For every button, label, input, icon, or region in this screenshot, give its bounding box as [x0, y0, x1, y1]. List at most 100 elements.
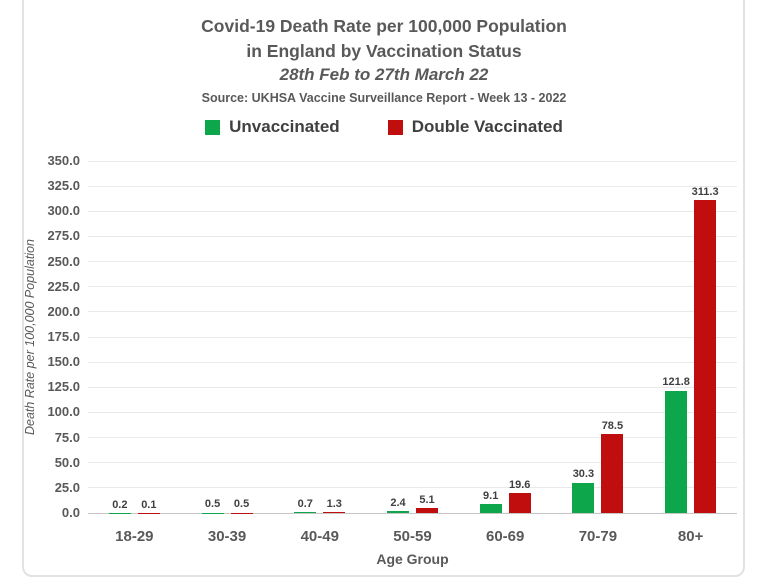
bar-double-vaccinated	[230, 512, 253, 513]
category-slot: 121.8 311.3	[644, 161, 737, 513]
gridline	[88, 462, 737, 464]
y-tick-label: 0.0	[61, 505, 80, 520]
gridline	[88, 386, 737, 388]
chart-subtitle: 28th Feb to 27th March 22	[279, 65, 489, 84]
bar-group: 0.7	[294, 161, 317, 513]
category-slot: 0.7 1.3	[273, 161, 366, 513]
bar-group: 5.1	[415, 161, 438, 513]
bar-group: 9.1	[479, 161, 502, 513]
gridline	[88, 411, 737, 413]
legend-item-double-vaccinated: Double Vaccinated	[387, 117, 563, 137]
bar-data-label: 19.6	[508, 479, 531, 492]
bar-group: 1.3	[323, 161, 346, 513]
x-axis-title: Age Group	[376, 551, 449, 567]
bar-data-label: 0.1	[141, 498, 157, 511]
bar-data-label: 9.1	[483, 489, 499, 502]
legend-label-unvaccinated: Unvaccinated	[229, 117, 340, 136]
y-tick-label: 200.0	[47, 303, 80, 319]
gridline	[88, 336, 737, 338]
bar-data-label: 0.5	[233, 498, 250, 511]
bar-data-label: 0.7	[297, 498, 313, 511]
gridline	[88, 361, 737, 363]
bar-unvaccinated	[665, 390, 688, 513]
bar-double-vaccinated	[694, 199, 717, 513]
y-tick-label: 100.0	[47, 404, 80, 420]
bar-data-label: 1.3	[326, 497, 342, 510]
chart-title-line2: in England by Vaccination Status	[246, 41, 522, 61]
gridline	[88, 437, 737, 439]
bar-data-label: 0.5	[204, 498, 221, 511]
x-axis-line	[88, 512, 737, 514]
y-tick-label: 350.0	[47, 153, 80, 168]
x-axis-label: 40-49	[300, 528, 339, 545]
x-axis-label: 18-29	[115, 528, 154, 545]
bar-group: 121.8	[662, 161, 690, 513]
bar-unvaccinated	[294, 512, 317, 513]
bar-group: 78.5	[601, 161, 624, 513]
y-tick-label: 125.0	[47, 379, 80, 395]
legend-label-double-vaccinated: Double Vaccinated	[411, 117, 563, 136]
category-slot: 0.5 0.5	[181, 161, 274, 513]
y-tick-label: 300.0	[47, 203, 80, 219]
y-tick-label: 150.0	[47, 354, 80, 370]
x-axis-label: 80+	[677, 528, 704, 545]
y-tick-label: 175.0	[47, 329, 80, 344]
unvaccinated-swatch-icon	[205, 119, 221, 135]
bar-group: 311.3	[691, 161, 719, 513]
category-slot: 9.1 19.6	[459, 161, 552, 513]
bar-data-label: 0.2	[112, 498, 128, 511]
gridline	[88, 261, 737, 263]
y-tick-label: 25.0	[54, 479, 80, 495]
category-slot: 0.2 0.1	[88, 161, 181, 513]
gridline	[88, 160, 737, 162]
y-tick-label: 250.0	[47, 253, 80, 269]
bar-data-label: 2.4	[390, 496, 406, 509]
bar-data-label: 5.1	[419, 493, 435, 506]
bar-data-label: 121.8	[662, 376, 690, 389]
bar-group: 2.4	[386, 161, 409, 513]
bar-double-vaccinated	[415, 507, 438, 513]
bar-double-vaccinated	[323, 511, 346, 513]
gridline	[88, 311, 737, 313]
bar-double-vaccinated	[508, 493, 531, 513]
gridline	[88, 185, 737, 187]
y-tick-label: 275.0	[47, 228, 80, 244]
gridline	[88, 235, 737, 237]
bar-double-vaccinated	[601, 434, 624, 513]
y-tick-label: 50.0	[54, 454, 80, 470]
bar-unvaccinated	[479, 503, 502, 513]
x-axis-label: 50-59	[393, 528, 432, 545]
y-tick-label: 225.0	[47, 278, 80, 294]
chart-frame	[22, 0, 745, 577]
bar-unvaccinated	[572, 482, 595, 513]
double-vaccinated-swatch-icon	[387, 119, 403, 135]
y-tick-label: 75.0	[54, 429, 80, 445]
bar-data-label: 311.3	[691, 185, 719, 198]
x-axis-labels: 18-29 30-39 40-49 50-59 60-69 70-79 80+	[88, 528, 737, 548]
gridline	[88, 286, 737, 288]
y-tick-label: 325.0	[47, 178, 80, 194]
category-slot: 2.4 5.1	[366, 161, 459, 513]
x-axis-label: 30-39	[207, 528, 247, 545]
bar-group: 19.6	[508, 161, 531, 513]
bar-data-label: 78.5	[601, 419, 624, 432]
chart-title-line1: Covid-19 Death Rate per 100,000 Populati…	[201, 16, 567, 36]
gridline	[88, 487, 737, 489]
x-axis-label: 60-69	[486, 528, 525, 545]
legend-item-unvaccinated: Unvaccinated	[205, 117, 340, 137]
bar-group: 0.5	[201, 161, 224, 513]
bar-unvaccinated	[386, 510, 409, 513]
bar-group: 0.2	[108, 161, 131, 513]
gridline	[88, 210, 737, 212]
bar-data-label: 30.3	[572, 468, 595, 481]
y-axis-ticks: 0.0 25.0 50.0 75.0 100.0 125.0 150.0 175.0 200.0…	[0, 153, 80, 520]
bar-group: 0.1	[137, 161, 160, 513]
x-axis-label: 70-79	[578, 528, 618, 545]
legend: Unvaccinated Double Vaccinated	[0, 117, 768, 137]
chart-source: Source: UKHSA Vaccine Surveillance Repor…	[201, 91, 567, 105]
category-slot: 30.3 78.5	[552, 161, 645, 513]
bar-group: 30.3	[572, 161, 595, 513]
bar-unvaccinated	[201, 512, 224, 513]
plot-area: 0.2 0.1 0.5 0.5 0.7 1.3 2.4 5.1 9.1 19.6 30.3 78.5 1…	[88, 160, 737, 514]
